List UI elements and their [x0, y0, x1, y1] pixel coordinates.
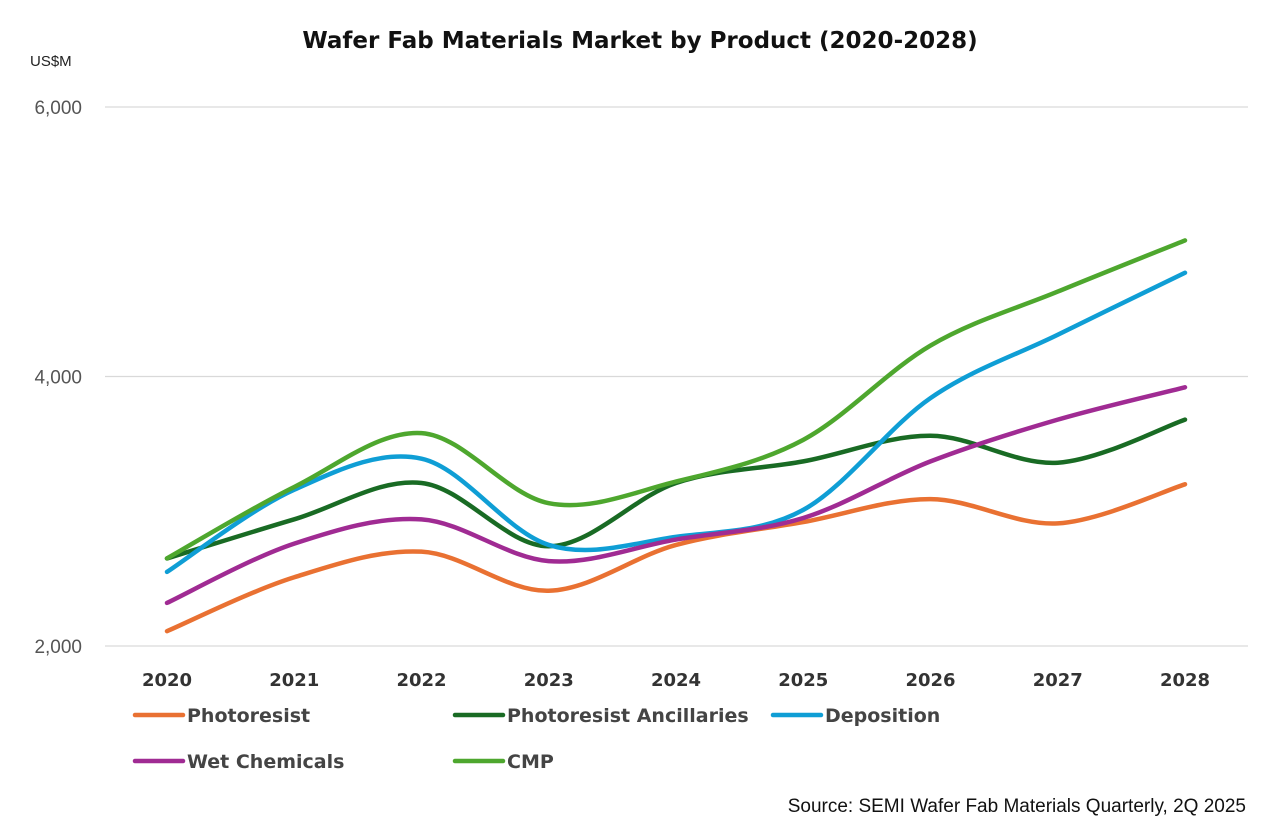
- y-tick-label: 6,000: [34, 98, 82, 119]
- series-line-wet-chemicals: [164, 385, 1188, 606]
- y-tick-label: 2,000: [34, 637, 82, 658]
- legend: Photoresist Photoresist Ancillaries Deposi…: [132, 705, 940, 773]
- series-line-cmp: [164, 238, 1188, 561]
- x-tick-label: 2020: [142, 670, 192, 691]
- y-tick-label: 4,000: [34, 368, 82, 389]
- x-tick-label: 2021: [269, 670, 319, 691]
- x-tick-label: 2026: [905, 670, 955, 691]
- y-axis-label: US$M: [30, 53, 72, 70]
- x-tick-label: 2023: [524, 670, 574, 691]
- legend-label-photoresist-ancillaries: Photoresist Ancillaries: [507, 705, 749, 727]
- series-line-photoresist: [164, 482, 1188, 634]
- chart-title: Wafer Fab Materials Market by Product (2…: [302, 28, 977, 54]
- x-tick-label: 2027: [1033, 670, 1083, 691]
- legend-label-wet-chemicals: Wet Chemicals: [187, 751, 344, 773]
- series-line-deposition: [164, 270, 1188, 575]
- source-note: Source: SEMI Wafer Fab Materials Quarter…: [788, 796, 1246, 817]
- legend-label-cmp: CMP: [507, 751, 554, 773]
- x-tick-label: 2022: [396, 670, 446, 691]
- x-tick-label: 2025: [778, 670, 828, 691]
- x-tick-label: 2024: [651, 670, 701, 691]
- x-tick-label: 2028: [1160, 670, 1210, 691]
- y-axis-ticks: 2,000 4,000 6,000: [34, 98, 82, 658]
- x-axis-ticks: 2020 2021 2022 2023 2024 2025 2026 2027 2028: [142, 670, 1210, 691]
- legend-label-photoresist: Photoresist: [187, 705, 310, 727]
- gridlines: [105, 106, 1248, 647]
- series-lines: [164, 238, 1188, 634]
- legend-label-deposition: Deposition: [825, 705, 940, 727]
